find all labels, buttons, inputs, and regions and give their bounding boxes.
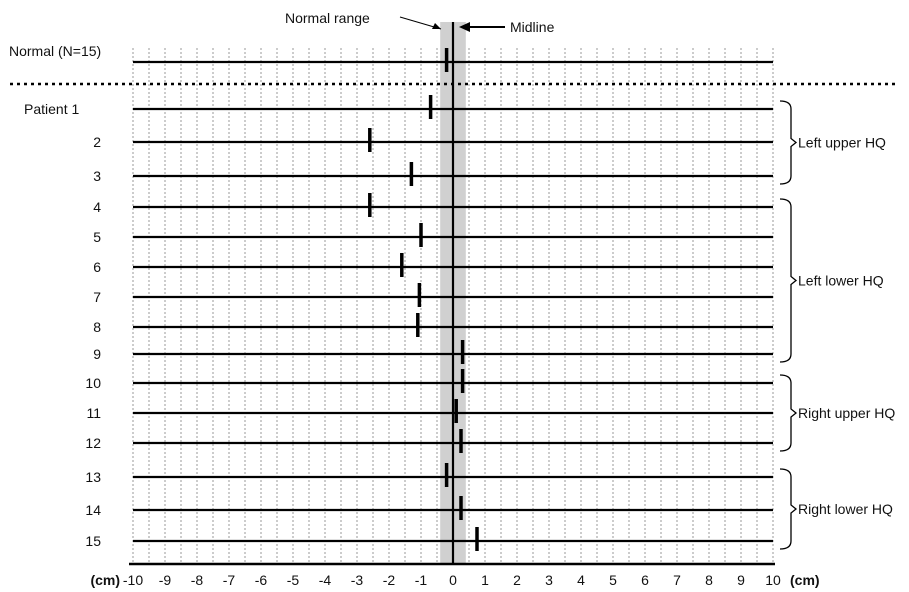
x-tick-label: 3: [545, 572, 553, 588]
row-label: 2: [93, 134, 101, 150]
annotations: Normal range Midline: [285, 10, 555, 35]
group-bracket: [779, 374, 798, 452]
x-axis: -10 -9 -8 -7 -6 -5 -4 -3 -2 -1 0 1 2 3 4 5 6 7 8 9 10(cm) (cm…: [90, 562, 820, 588]
x-tick-label: -6: [255, 572, 268, 588]
x-tick-label: -5: [287, 572, 300, 588]
group-bracket: [779, 100, 798, 185]
x-tick-label: 10: [765, 572, 781, 588]
row-label: 15: [85, 533, 101, 549]
midline-label: Midline: [510, 19, 555, 35]
normal-range-label: Normal range: [285, 10, 370, 26]
x-tick-label: -2: [383, 572, 396, 588]
x-tick-label: 2: [513, 572, 521, 588]
row-label: 5: [93, 229, 101, 245]
row-label: 4: [93, 199, 101, 215]
row-label: 11: [86, 405, 101, 421]
x-tick-label: 6: [641, 572, 649, 588]
value-markers: [368, 48, 479, 551]
x-tick-label: 0: [449, 572, 457, 588]
x-unit-left: (cm): [90, 572, 120, 588]
x-tick-label: -10: [123, 572, 143, 588]
x-tick-label: 7: [673, 572, 681, 588]
x-tick-label: -9: [159, 572, 172, 588]
row-label: Normal (N=15): [9, 43, 101, 59]
x-tick-label: 1: [481, 572, 489, 588]
group-brackets: Left upper HQ Left lower HQ Right upper HQ…: [779, 100, 895, 550]
group-label: Left lower HQ: [798, 273, 884, 289]
group-bracket: [779, 198, 798, 363]
x-tick-label: -4: [319, 572, 332, 588]
row-label: 10: [85, 375, 101, 391]
x-tick-label: -8: [191, 572, 204, 588]
group-bracket: [779, 468, 798, 550]
group-label: Left upper HQ: [798, 135, 886, 151]
row-labels: Normal (N=15) Patient 1 2 3 4 5 6 7 8 9 10 11 12 13 14…: [9, 43, 101, 549]
midline-arrowhead: [459, 22, 470, 32]
normal-range-arrowhead: [432, 23, 441, 29]
x-tick-label: -3: [351, 572, 364, 588]
row-label: 13: [85, 469, 101, 485]
row-label: 3: [93, 168, 101, 184]
row-label: 7: [93, 289, 101, 305]
row-label: 14: [85, 502, 101, 518]
x-tick-label: 5: [609, 572, 617, 588]
row-label: 8: [93, 319, 101, 335]
x-tick-label: 9: [737, 572, 745, 588]
group-label: Right upper HQ: [798, 405, 895, 421]
row-label: 12: [85, 435, 101, 451]
x-tick-label: -1: [415, 572, 428, 588]
x-tick-label: 4: [577, 572, 585, 588]
x-tick-label: -7: [223, 572, 236, 588]
row-label: Patient 1: [24, 101, 79, 117]
row-label: 9: [93, 346, 101, 362]
x-unit-right: (cm): [790, 572, 820, 588]
row-label: 6: [93, 259, 101, 275]
group-label: Right lower HQ: [798, 501, 893, 517]
x-tick-label: 8: [705, 572, 713, 588]
